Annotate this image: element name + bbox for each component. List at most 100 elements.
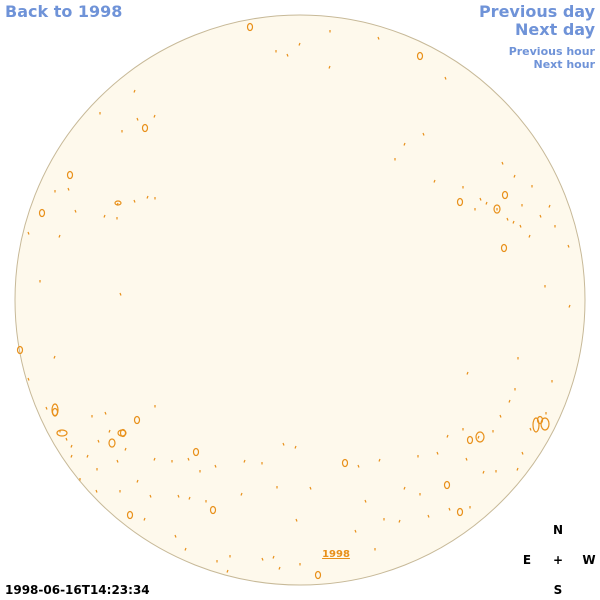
activity-contour <box>108 438 116 448</box>
activity-contours <box>16 22 571 580</box>
activity-contour <box>261 557 264 561</box>
activity-contour <box>187 457 190 461</box>
activity-contour <box>521 451 524 455</box>
activity-contour <box>16 345 24 355</box>
activity-contour <box>516 467 519 471</box>
activity-contour <box>477 435 480 439</box>
activity-contour <box>117 429 127 437</box>
activity-contour <box>416 51 424 61</box>
activity-contour <box>475 431 485 443</box>
activity-contour <box>70 444 73 448</box>
activity-contour <box>341 458 349 468</box>
activity-contour <box>214 464 217 468</box>
activity-contour <box>174 534 177 538</box>
activity-contour <box>501 190 509 200</box>
activity-contour <box>532 417 540 433</box>
activity-contour <box>184 547 187 551</box>
next-day-link[interactable]: Next day <box>515 20 595 39</box>
compass-east: E <box>522 553 532 567</box>
activity-contour <box>188 496 191 500</box>
compass-west: W <box>582 553 596 567</box>
activity-contour <box>309 486 312 490</box>
activity-contour <box>243 459 246 463</box>
activity-contour <box>528 234 531 238</box>
activity-contour <box>500 243 508 253</box>
activity-contour <box>485 201 488 205</box>
activity-contour <box>103 214 106 218</box>
activity-contour <box>119 292 122 296</box>
activity-contour <box>38 208 46 218</box>
activity-contour <box>136 117 139 121</box>
activity-contour <box>192 447 200 457</box>
activity-contour <box>149 494 152 498</box>
activity-contour <box>133 89 136 93</box>
activity-contour <box>328 65 331 69</box>
activity-contour <box>153 457 156 461</box>
activity-contour <box>295 518 298 522</box>
activity-contour <box>124 447 127 451</box>
activity-contour <box>240 492 243 496</box>
activity-contour <box>51 403 59 417</box>
activity-contour <box>422 132 425 136</box>
activity-contour <box>540 417 550 431</box>
back-to-year-link[interactable]: Back to 1998 <box>5 2 123 21</box>
activity-contour <box>95 489 98 493</box>
activity-contour <box>377 36 380 40</box>
activity-contour <box>146 195 149 199</box>
activity-contour <box>294 445 297 449</box>
activity-contour <box>567 244 570 248</box>
activity-contour <box>286 53 289 57</box>
activity-contour <box>209 505 217 515</box>
activity-contour <box>226 569 229 573</box>
activity-contour <box>278 566 281 570</box>
activity-contour <box>403 142 406 146</box>
activity-contour <box>444 76 447 80</box>
activity-contour <box>465 457 468 461</box>
compass-north: N <box>552 523 564 537</box>
activity-contour <box>45 406 48 410</box>
activity-contour <box>512 220 515 224</box>
activity-contour <box>568 304 571 308</box>
activity-contour <box>153 114 156 118</box>
activity-contour <box>501 161 504 165</box>
year-link[interactable]: 1998 <box>322 549 350 560</box>
next-hour-link[interactable]: Next hour <box>533 58 596 71</box>
activity-contour <box>466 371 469 375</box>
activity-contour <box>433 179 436 183</box>
activity-contour <box>298 42 301 46</box>
activity-contour <box>354 529 357 533</box>
activity-contour <box>403 486 406 490</box>
activity-contour <box>456 507 464 517</box>
previous-day-link[interactable]: Previous day <box>478 2 595 21</box>
activity-contour <box>506 217 509 221</box>
solar-disk <box>14 14 586 586</box>
activity-contour <box>136 479 139 483</box>
activity-contour <box>427 514 430 518</box>
activity-contour <box>378 458 381 462</box>
activity-contour <box>479 197 482 201</box>
activity-contour <box>519 224 522 228</box>
activity-contour <box>548 204 551 208</box>
timestamp: 1998-06-16T14:23:34 <box>5 583 150 597</box>
previous-hour-link[interactable]: Previous hour <box>508 45 595 58</box>
activity-contour <box>246 22 254 32</box>
activity-contour <box>66 170 74 180</box>
activity-contour <box>508 399 511 403</box>
compass-center: + <box>552 553 564 567</box>
activity-contour <box>56 429 68 437</box>
activity-contour <box>398 519 401 523</box>
activity-contour <box>104 411 107 415</box>
activity-contour <box>456 197 464 207</box>
activity-contour <box>443 480 451 490</box>
activity-contour <box>58 234 61 238</box>
activity-contour <box>126 510 134 520</box>
activity-contour <box>529 427 532 431</box>
activity-contour <box>70 454 73 458</box>
activity-contour <box>86 454 89 458</box>
activity-contour <box>65 437 68 441</box>
activity-contour <box>314 570 322 580</box>
compass-south: S <box>553 583 563 597</box>
activity-contour <box>364 499 367 503</box>
activity-contour <box>133 199 136 203</box>
